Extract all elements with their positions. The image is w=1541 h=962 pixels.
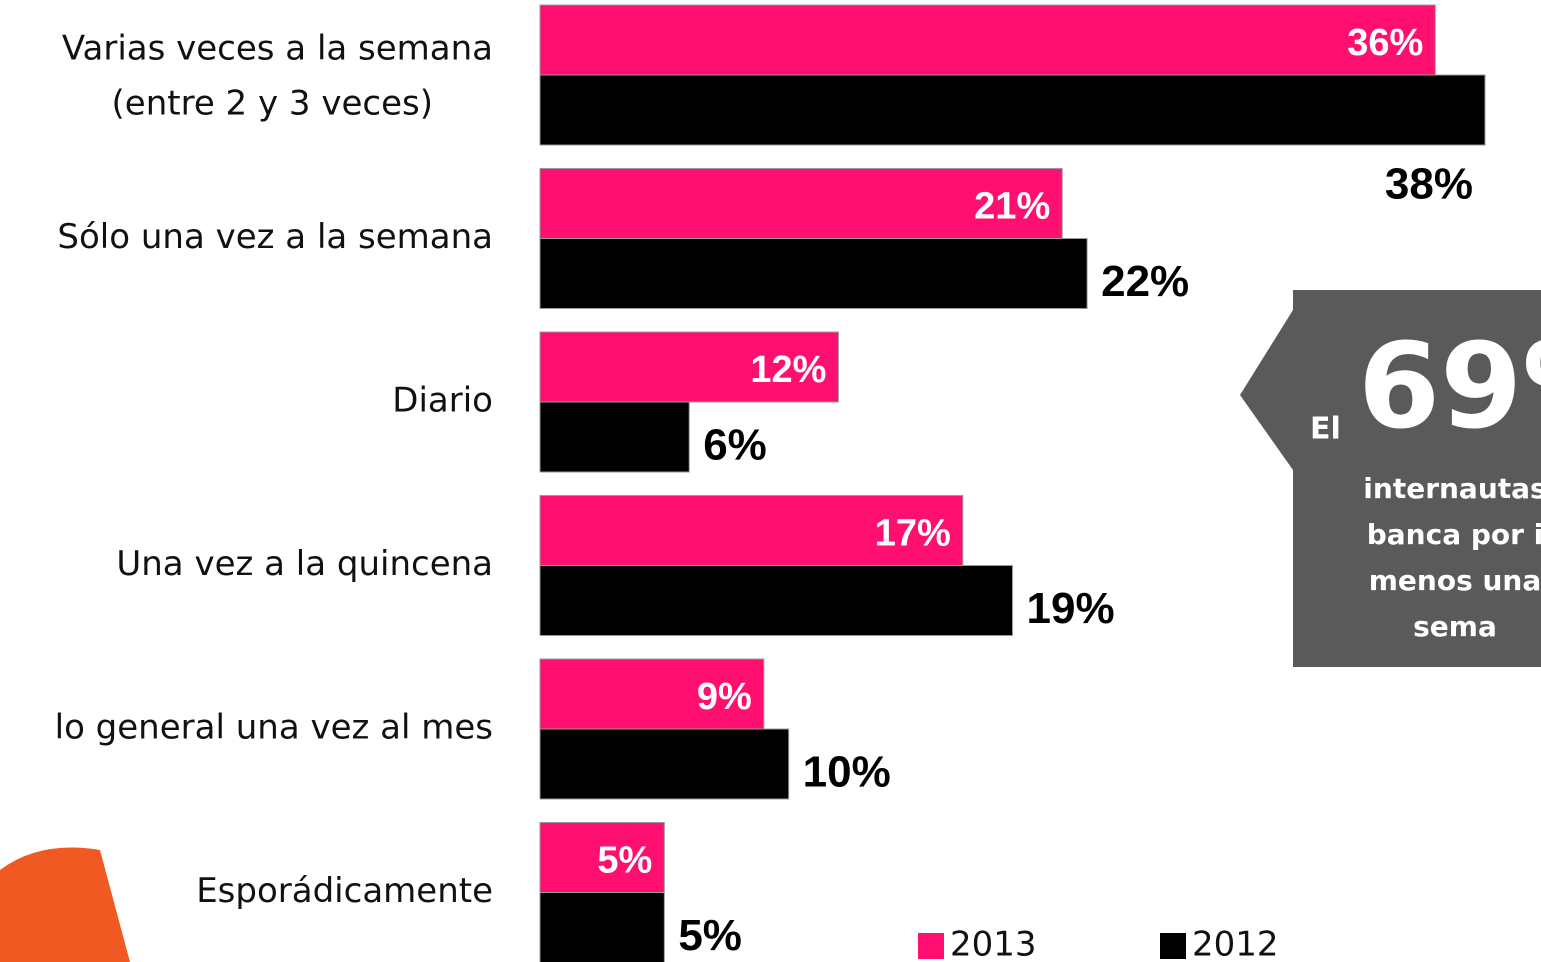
decoration — [0, 847, 130, 962]
callout-line: banca por i — [1367, 518, 1541, 551]
category-label: Diario — [392, 381, 493, 421]
callout-figure: 69% — [1358, 317, 1541, 455]
category-label: (entre 2 y 3 veces) — [112, 84, 433, 124]
bar — [539, 4, 1436, 76]
legend-label: 2013 — [950, 925, 1037, 962]
value-label: 21% — [974, 186, 1050, 228]
legend-swatch — [918, 933, 944, 959]
bar — [539, 401, 690, 473]
category-label: Una vez a la quincena — [116, 544, 493, 584]
category-label: lo general una vez al mes — [55, 708, 493, 748]
value-label: 9% — [697, 676, 752, 718]
callout: El 69% — [1240, 290, 1541, 667]
value-label: 19% — [1027, 584, 1115, 633]
bar — [539, 331, 839, 403]
bar — [539, 822, 665, 893]
bar — [539, 565, 1013, 636]
callout-line: sema — [1413, 610, 1497, 643]
value-label: 38% — [1385, 160, 1473, 209]
value-label: 6% — [703, 421, 767, 470]
callout-lead: El — [1310, 412, 1341, 447]
bar — [539, 74, 1486, 146]
bar — [539, 238, 1088, 309]
category-label: Varias veces a la semana — [62, 29, 493, 69]
legend-label: 2012 — [1192, 925, 1279, 962]
legend-swatch — [1160, 933, 1186, 959]
callout-box — [1293, 290, 1541, 667]
bar — [539, 168, 1063, 239]
value-label: 5% — [678, 911, 742, 960]
category-label: Esporádicamente — [196, 871, 493, 911]
value-label: 12% — [750, 349, 826, 391]
callout-line: internautas — [1363, 472, 1541, 505]
bar — [539, 892, 665, 962]
value-label: 36% — [1347, 22, 1423, 64]
category-label: Sólo una vez a la semana — [57, 217, 493, 257]
bar — [539, 728, 790, 800]
value-label: 5% — [597, 840, 652, 882]
value-label: 22% — [1101, 257, 1189, 306]
callout-line: menos una — [1369, 564, 1541, 597]
value-label: 17% — [875, 513, 951, 555]
bar — [539, 658, 765, 730]
callout-arrow — [1240, 310, 1293, 470]
value-label: 10% — [803, 748, 891, 797]
